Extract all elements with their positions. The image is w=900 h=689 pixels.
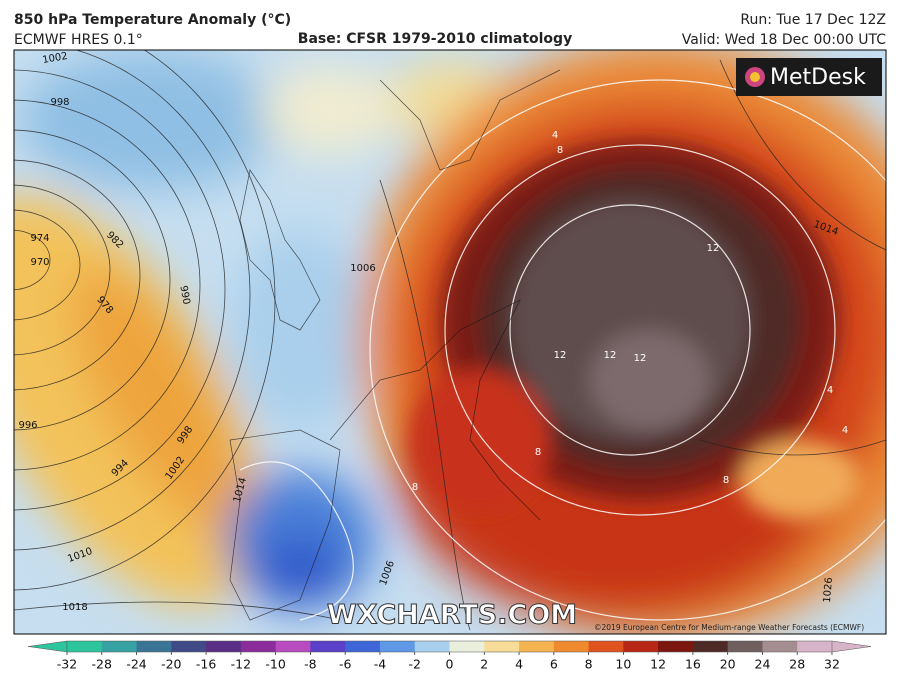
colorbar-tick-label: 0: [446, 657, 454, 672]
colorbar-segment: [240, 641, 277, 652]
colorbar-segment: [692, 641, 729, 652]
isobar-label: 996: [18, 420, 37, 431]
run: Run: Tue 17 Dec 12Z: [740, 12, 886, 28]
colorbar-tick-label: -2: [408, 657, 420, 672]
colorbar-tick-label: 8: [585, 657, 593, 672]
colorbar-end-low: [27, 640, 68, 653]
anomaly-label: 8: [412, 482, 418, 493]
isobar-label: 990: [177, 285, 191, 306]
colorbar-segment: [588, 641, 624, 652]
colorbar-tick-label: -10: [265, 657, 285, 672]
colorbar-segment: [310, 641, 346, 652]
anomaly-label: 12: [707, 243, 720, 254]
colorbar-tick-label: 28: [789, 657, 805, 672]
valid: Valid: Wed 18 Dec 00:00 UTC: [682, 32, 886, 48]
colorbar-tick-label: -12: [231, 657, 251, 672]
colorbar-segment: [623, 641, 659, 652]
anomaly-label: 4: [552, 130, 558, 141]
colorbar-segment: [275, 641, 311, 652]
colorbar-segment: [449, 641, 485, 652]
colorbar-tick-label: -16: [196, 657, 216, 672]
colorbar-segment: [171, 641, 207, 652]
isobar-label: 1018: [62, 602, 87, 613]
colorbar-segment: [101, 641, 138, 652]
map-frame: [13, 49, 887, 635]
anomaly-label: 8: [535, 447, 541, 458]
logo: MetDesk: [770, 65, 866, 90]
isobar-label: 974: [30, 233, 49, 244]
anomaly-label: 4: [827, 385, 833, 396]
colorbar-tick-label: 2: [480, 657, 488, 672]
colorbar-end-high: [831, 640, 872, 653]
colorbar-segment: [553, 641, 590, 652]
colorbar-tick-label: 24: [755, 657, 771, 672]
colorbar-segment: [519, 641, 555, 652]
colorbar-tick-label: 32: [824, 657, 840, 672]
logo-icon-center: [750, 72, 760, 82]
colorbar-tick-label: -24: [126, 657, 146, 672]
title: 850 hPa Temperature Anomaly (°C): [14, 12, 291, 28]
colorbar-segment: [379, 641, 416, 652]
model: ECMWF HRES 0.1°: [14, 32, 143, 48]
watermark: WXCHARTS.COM: [327, 600, 577, 631]
colorbar-tick-label: 10: [615, 657, 631, 672]
isobar-label: 1026: [822, 577, 835, 603]
anomaly-label: 8: [723, 475, 729, 486]
colorbar-tick-label: 12: [650, 657, 666, 672]
copyright: ©2019 European Centre for Medium-range W…: [594, 623, 864, 632]
anomaly-label: 4: [842, 425, 848, 436]
colorbar-tick-label: -4: [374, 657, 387, 672]
anomaly-label: 8: [557, 145, 563, 156]
isobar-label: 998: [50, 97, 69, 108]
colorbar-tick-label: 20: [720, 657, 736, 672]
isobar-label: 1006: [350, 263, 375, 274]
anomaly-label: 12: [634, 353, 647, 364]
colorbar-segment: [484, 641, 520, 652]
colorbar-segment: [345, 641, 381, 652]
colorbar-tick-label: -28: [92, 657, 112, 672]
colorbar-segment: [206, 641, 242, 652]
isobar-label: 1002: [42, 51, 69, 66]
colorbar-tick-label: -20: [161, 657, 181, 672]
colorbar-segment: [797, 641, 833, 652]
colorbar-segment: [658, 641, 694, 652]
colorbar: -32 -28 -24 -20 -16 -12 -10 -8 -6 -4 -2 0 2 4 6 8 10 12 16…: [27, 640, 872, 672]
colorbar-tick-label: 4: [515, 657, 523, 672]
base: Base: CFSR 1979-2010 climatology: [298, 31, 572, 47]
colorbar-segment: [136, 641, 172, 652]
colorbar-segment: [762, 641, 798, 652]
colorbar-tick-label: -6: [339, 657, 352, 672]
colorbar-tick-label: -32: [57, 657, 77, 672]
anomaly-label: 12: [604, 350, 617, 361]
colorbar-segment: [414, 641, 450, 652]
anomaly-label: 12: [554, 350, 567, 361]
colorbar-tick-label: 6: [550, 657, 558, 672]
colorbar-tick-label: -8: [304, 657, 317, 672]
colorbar-segment: [67, 641, 103, 652]
colorbar-segment: [727, 641, 763, 652]
isobar-label: 970: [30, 257, 49, 268]
colorbar-tick-label: 16: [685, 657, 701, 672]
